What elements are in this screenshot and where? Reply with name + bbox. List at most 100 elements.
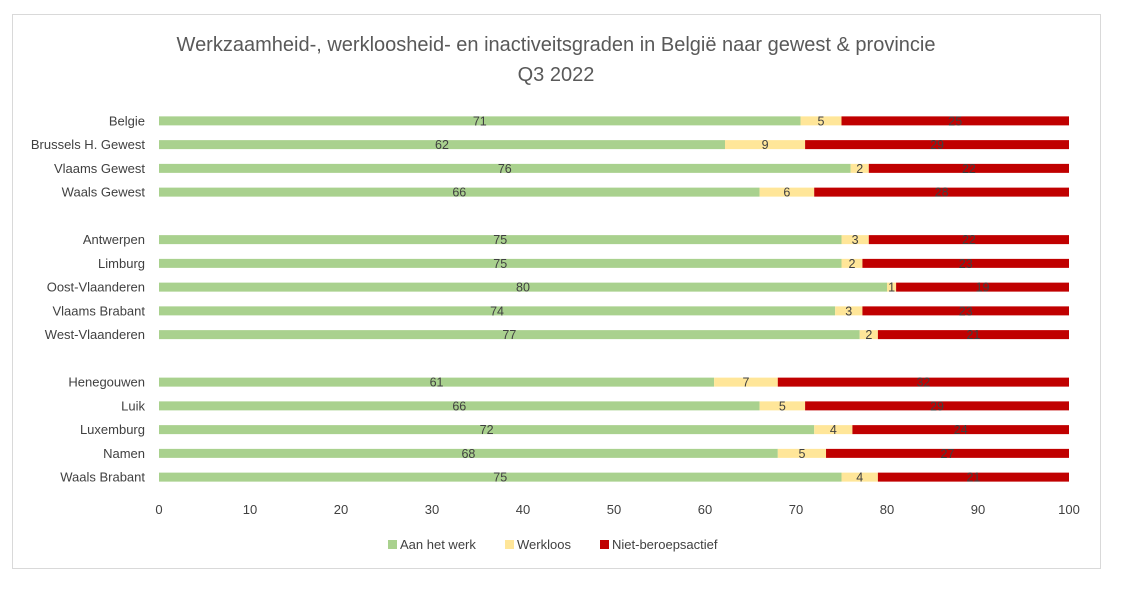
data-label: 2 — [865, 328, 872, 342]
data-label: 76 — [498, 162, 512, 176]
bar-segment-niet-beroepsactief — [862, 306, 1069, 316]
data-label: 29 — [930, 399, 944, 413]
legend-label: Niet-beroepsactief — [612, 537, 718, 552]
x-tick-label: 50 — [607, 502, 621, 517]
bar-segment-aan-het-werk — [159, 163, 851, 173]
bar-segment-niet-beroepsactief — [826, 448, 1069, 458]
category-label: Antwerpen — [83, 232, 145, 247]
x-tick-label: 80 — [880, 502, 894, 517]
bar-segment-niet-beroepsactief — [868, 163, 1069, 173]
data-label: 1 — [888, 281, 895, 295]
data-label: 5 — [779, 399, 786, 413]
x-tick-label: 10 — [243, 502, 257, 517]
category-label: Namen — [103, 446, 145, 461]
data-label: 22 — [962, 162, 976, 176]
category-label: Belgie — [109, 113, 145, 128]
bar-segment-aan-het-werk — [159, 116, 801, 126]
bar-segment-werkloos — [850, 163, 869, 173]
bar-segment-werkloos — [759, 187, 815, 197]
data-label: 5 — [798, 447, 805, 461]
bar-segment-aan-het-werk — [159, 306, 836, 316]
bar-segment-niet-beroepsactief — [805, 140, 1069, 150]
bar-segment-niet-beroepsactief — [777, 377, 1069, 387]
bar-segment-werkloos — [887, 282, 897, 292]
bar-segment-niet-beroepsactief — [862, 258, 1069, 268]
bar-segment-aan-het-werk — [159, 258, 842, 268]
bar-segment-werkloos — [759, 401, 806, 411]
legend-label: Aan het werk — [400, 537, 476, 552]
data-label: 66 — [452, 186, 466, 200]
data-label: 3 — [852, 233, 859, 247]
data-label: 5 — [818, 114, 825, 128]
data-label: 75 — [493, 471, 507, 485]
bar-segment-aan-het-werk — [159, 235, 842, 245]
bar-segment-aan-het-werk — [159, 140, 726, 150]
data-label: 23 — [959, 257, 973, 271]
bar-segment-niet-beroepsactief — [852, 425, 1069, 435]
data-label: 77 — [502, 328, 516, 342]
bar-segment-werkloos — [835, 306, 863, 316]
bar-segment-niet-beroepsactief — [896, 282, 1069, 292]
data-label: 32 — [916, 376, 930, 390]
bar-segment-werkloos — [841, 235, 869, 245]
legend-label: Werkloos — [517, 537, 571, 552]
data-label: 27 — [941, 447, 955, 461]
bar-segment-aan-het-werk — [159, 401, 760, 411]
data-label: 4 — [830, 423, 837, 437]
chart-title: Werkzaamheid-, werkloosheid- en inactive… — [177, 34, 936, 56]
data-label: 24 — [954, 423, 968, 437]
category-label: Vlaams Gewest — [54, 161, 145, 176]
data-label: 21 — [966, 471, 980, 485]
x-tick-label: 20 — [334, 502, 348, 517]
x-tick-label: 90 — [971, 502, 985, 517]
bar-segment-werkloos — [814, 425, 853, 435]
data-label: 2 — [856, 162, 863, 176]
x-tick-label: 60 — [698, 502, 712, 517]
data-label: 29 — [930, 138, 944, 152]
data-label: 25 — [948, 114, 962, 128]
bar-segment-werkloos — [800, 116, 842, 126]
x-tick-label: 40 — [516, 502, 530, 517]
legend: Aan het werk Werkloos Niet-beroepsactief — [388, 537, 718, 552]
category-label: Oost-Vlaanderen — [47, 280, 145, 295]
data-label: 80 — [516, 281, 530, 295]
data-label: 23 — [959, 304, 973, 318]
data-label: 72 — [480, 423, 494, 437]
x-tick-label: 100 — [1058, 502, 1080, 517]
data-label: 3 — [845, 304, 852, 318]
x-tick-label: 30 — [425, 502, 439, 517]
bar-segment-aan-het-werk — [159, 330, 860, 340]
bar-segment-niet-beroepsactief — [877, 472, 1069, 482]
bar-segment-werkloos — [777, 448, 827, 458]
bar-segment-niet-beroepsactief — [814, 187, 1069, 197]
data-label: 75 — [493, 257, 507, 271]
data-label: 9 — [762, 138, 769, 152]
category-label: Luxemburg — [80, 422, 145, 437]
bar-segment-werkloos — [714, 377, 778, 387]
data-label: 68 — [461, 447, 475, 461]
bar-segment-niet-beroepsactief — [877, 330, 1069, 340]
x-tick-label: 0 — [155, 502, 162, 517]
bar-segment-aan-het-werk — [159, 377, 715, 387]
bar-segment-werkloos — [841, 472, 878, 482]
category-label: Waals Brabant — [60, 470, 145, 485]
category-label: Luik — [121, 398, 145, 413]
category-label: West-Vlaanderen — [45, 327, 145, 342]
data-label: 19 — [976, 281, 990, 295]
chart-subtitle: Q3 2022 — [518, 64, 595, 86]
data-label: 21 — [966, 328, 980, 342]
data-label: 66 — [452, 399, 466, 413]
bar-segment-aan-het-werk — [159, 472, 842, 482]
data-label: 71 — [473, 114, 487, 128]
bar-segment-aan-het-werk — [159, 448, 778, 458]
category-label: Waals Gewest — [62, 185, 146, 200]
data-label: 22 — [962, 233, 976, 247]
legend-swatch — [388, 540, 397, 549]
x-tick-label: 70 — [789, 502, 803, 517]
data-label: 7 — [742, 376, 749, 390]
data-label: 6 — [783, 186, 790, 200]
data-label: 61 — [430, 376, 444, 390]
bar-segment-aan-het-werk — [159, 282, 887, 292]
